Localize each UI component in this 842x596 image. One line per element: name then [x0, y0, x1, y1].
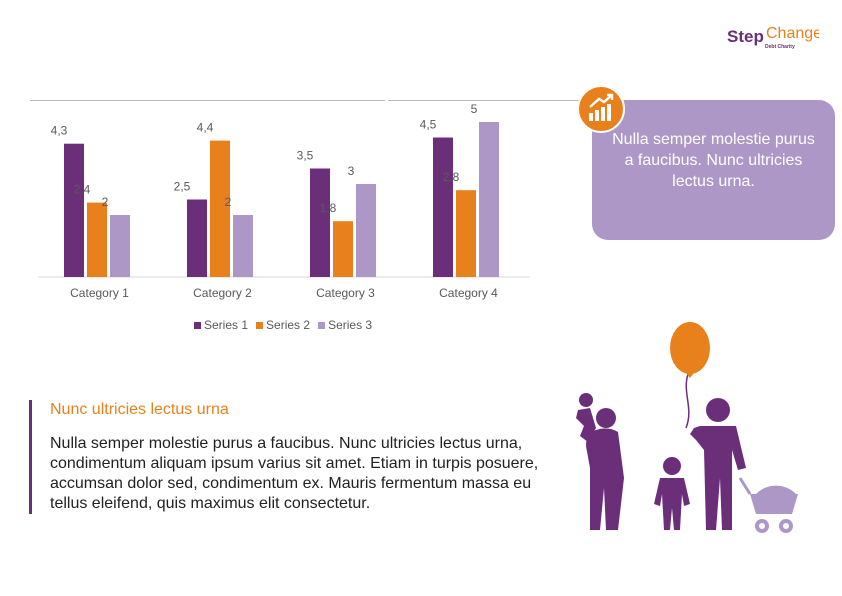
- svg-text:Change: Change: [766, 25, 819, 42]
- divider-right: [388, 100, 593, 101]
- data-label: 3: [348, 164, 355, 178]
- callout-text: Nulla semper molestie purus a faucibus. …: [612, 131, 815, 190]
- svg-text:Debt Charity: Debt Charity: [765, 44, 795, 50]
- legend-item-series-2: Series 2: [256, 318, 310, 332]
- bar-chart: 4,3 2,4 2 Category 1 2,5 4,4 2 Category 2 3,5 1,8…: [38, 102, 530, 300]
- category-label: Category 2: [193, 286, 252, 300]
- stepchange-logo: Step Change Debt Charity: [727, 25, 819, 50]
- category-label: Category 1: [70, 286, 129, 300]
- bar-3-1: [110, 215, 130, 277]
- legend-label: Series 3: [328, 318, 373, 332]
- category-label: Category 4: [439, 286, 498, 300]
- data-label: 2,4: [74, 183, 91, 197]
- bar-1-1: [64, 143, 84, 277]
- data-label: 4,4: [197, 121, 214, 135]
- data-label: 2,5: [174, 180, 191, 194]
- family-illustration: [576, 322, 798, 533]
- data-label: 2: [102, 195, 109, 209]
- legend-item-series-1: Series 1: [194, 318, 248, 332]
- data-label: 4,3: [51, 124, 68, 138]
- data-label: 1,8: [320, 201, 337, 215]
- callout-box: Nulla semper molestie purus a faucibus. …: [592, 100, 835, 240]
- section-heading: Nunc ultricies lectus urna: [50, 401, 229, 418]
- section-body: Nulla semper molestie purus a faucibus. …: [50, 435, 539, 512]
- data-label: 5: [471, 102, 478, 116]
- divider-left: [30, 100, 385, 101]
- legend-swatch: [318, 321, 326, 329]
- bar-3-2: [233, 215, 253, 277]
- bar-1-4: [433, 137, 453, 277]
- chart-legend: Series 1 Series 2 Series 3: [194, 318, 372, 332]
- svg-text:Step: Step: [727, 27, 764, 46]
- bar-2-3: [333, 221, 353, 277]
- bar-1-2: [187, 199, 207, 277]
- bar-2-1: [87, 202, 107, 277]
- legend-label: Series 1: [204, 318, 249, 332]
- data-label: 4,5: [420, 118, 437, 132]
- legend-swatch: [194, 321, 201, 329]
- legend-item-series-3: Series 3: [318, 318, 372, 332]
- data-label: 2: [225, 195, 232, 209]
- bar-3-3: [356, 184, 376, 277]
- bar-2-4: [456, 190, 476, 277]
- bar-3-4: [479, 122, 499, 277]
- data-label: 2,8: [443, 170, 460, 184]
- text-block: Nunc ultricies lectus urna Nulla semper …: [29, 400, 570, 514]
- bar-1-3: [310, 168, 330, 277]
- category-label: Category 3: [316, 286, 375, 300]
- data-label: 3,5: [297, 149, 314, 163]
- legend-swatch: [256, 321, 264, 329]
- bar-2-2: [210, 140, 230, 277]
- legend-label: Series 2: [266, 318, 311, 332]
- growth-chart-icon: [577, 85, 625, 133]
